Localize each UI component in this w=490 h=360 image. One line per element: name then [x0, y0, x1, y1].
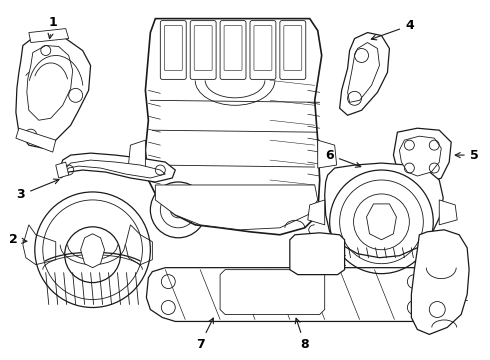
Polygon shape	[16, 128, 56, 152]
Polygon shape	[125, 225, 152, 265]
Text: 7: 7	[196, 318, 213, 351]
Polygon shape	[393, 128, 451, 185]
Text: 6: 6	[325, 149, 361, 167]
Polygon shape	[290, 233, 344, 275]
Polygon shape	[367, 204, 396, 240]
Polygon shape	[27, 45, 73, 120]
FancyBboxPatch shape	[220, 21, 246, 80]
Polygon shape	[220, 270, 325, 315]
Polygon shape	[146, 19, 322, 235]
Text: 3: 3	[17, 179, 59, 202]
Text: 2: 2	[8, 233, 27, 246]
Polygon shape	[155, 185, 318, 230]
Text: 4: 4	[371, 19, 414, 40]
FancyBboxPatch shape	[254, 26, 272, 71]
Polygon shape	[128, 140, 146, 168]
FancyBboxPatch shape	[190, 21, 216, 80]
Polygon shape	[147, 268, 437, 321]
Polygon shape	[412, 230, 469, 334]
Polygon shape	[308, 200, 325, 225]
Text: 8: 8	[295, 318, 309, 351]
Polygon shape	[340, 32, 390, 115]
FancyBboxPatch shape	[280, 21, 306, 80]
Polygon shape	[29, 28, 69, 42]
Polygon shape	[439, 200, 457, 225]
FancyBboxPatch shape	[160, 21, 186, 80]
Polygon shape	[318, 140, 337, 168]
FancyBboxPatch shape	[194, 26, 212, 71]
Polygon shape	[56, 162, 69, 178]
FancyBboxPatch shape	[250, 21, 276, 80]
Text: 5: 5	[455, 149, 479, 162]
Polygon shape	[66, 160, 165, 178]
Polygon shape	[347, 42, 379, 102]
Polygon shape	[399, 136, 441, 176]
FancyBboxPatch shape	[164, 26, 182, 71]
Polygon shape	[59, 153, 175, 182]
FancyBboxPatch shape	[284, 26, 302, 71]
Text: 1: 1	[48, 16, 57, 39]
Polygon shape	[23, 225, 56, 265]
Polygon shape	[16, 32, 91, 148]
Polygon shape	[81, 234, 104, 268]
Polygon shape	[325, 163, 443, 258]
FancyBboxPatch shape	[224, 26, 242, 71]
